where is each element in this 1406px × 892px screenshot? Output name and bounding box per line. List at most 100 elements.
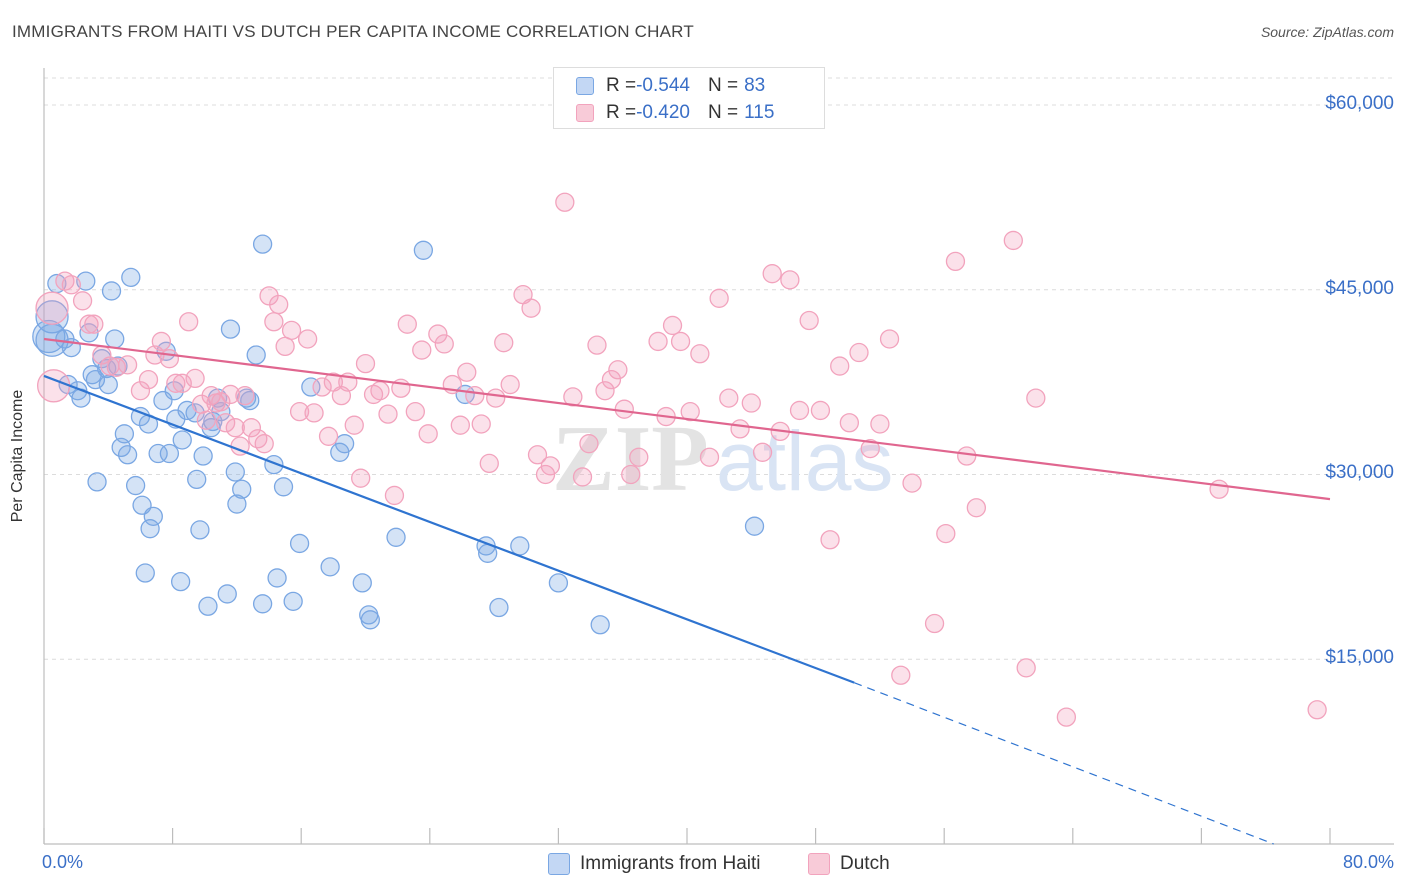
point-dutch <box>709 288 729 308</box>
point-haiti <box>140 519 160 539</box>
point-dutch <box>106 357 126 377</box>
point-dutch <box>36 369 71 403</box>
point-dutch <box>486 388 506 408</box>
point-dutch <box>297 329 318 349</box>
point-haiti <box>320 557 340 577</box>
point-dutch <box>61 275 81 295</box>
point-dutch <box>494 333 514 353</box>
point-dutch <box>312 377 332 397</box>
point-dutch <box>117 355 138 375</box>
point-dutch <box>457 362 477 382</box>
series-name-haiti: Immigrants from Haiti <box>580 853 761 874</box>
point-dutch <box>601 369 622 390</box>
axes <box>43 68 1394 845</box>
point-dutch <box>572 467 593 487</box>
point-dutch <box>355 353 376 374</box>
point-haiti <box>164 381 184 401</box>
point-dutch <box>370 381 390 401</box>
point-dutch <box>304 403 324 423</box>
legend-n-label: N = <box>707 102 739 123</box>
point-dutch <box>719 388 739 408</box>
point-haiti <box>283 591 303 611</box>
trend-line-dutch <box>43 337 1331 501</box>
x-tick-max: 80.0% <box>1342 852 1394 872</box>
correlation-legend: R = -0.544 N = 83 R = -0.420 N = 115 <box>553 67 825 129</box>
point-haiti <box>125 475 146 496</box>
point-dutch <box>924 613 945 634</box>
point-dutch <box>699 447 720 467</box>
point-dutch <box>275 336 295 357</box>
point-dutch <box>741 393 761 413</box>
series-legend-haiti: Immigrants from Haiti <box>548 852 761 876</box>
point-dutch <box>752 442 773 462</box>
point-haiti <box>590 615 610 635</box>
legend-n-value: 83 <box>744 75 766 96</box>
point-haiti <box>159 443 180 464</box>
legend-row-dutch: R = -0.420 N = 115 <box>576 101 774 125</box>
trend-line-haiti <box>43 374 855 684</box>
trend-line-haiti-extension <box>853 682 1274 845</box>
point-dutch <box>849 342 869 363</box>
point-dutch <box>870 414 890 434</box>
point-dutch <box>662 315 683 336</box>
point-dutch <box>151 331 171 352</box>
watermark-atlas: atlas <box>716 414 893 508</box>
point-haiti <box>114 424 135 444</box>
point-dutch <box>318 426 339 446</box>
point-dutch <box>241 418 262 438</box>
legend-row-haiti: R = -0.544 N = 83 <box>576 74 765 98</box>
point-dutch <box>418 424 438 444</box>
point-haiti <box>76 271 96 291</box>
point-haiti <box>101 281 122 301</box>
point-dutch <box>730 419 750 439</box>
point-haiti <box>148 443 168 464</box>
point-dutch <box>351 468 371 488</box>
point-dutch <box>179 312 199 332</box>
point-dutch <box>215 413 236 433</box>
point-dutch <box>1307 700 1327 720</box>
point-dutch <box>780 270 800 290</box>
y-tick-label: $60,000 <box>1325 92 1394 114</box>
point-dutch <box>1209 479 1229 499</box>
point-dutch <box>936 523 956 544</box>
point-haiti <box>273 477 294 497</box>
point-dutch <box>138 369 159 390</box>
point-haiti <box>360 610 380 630</box>
point-haiti <box>246 345 266 365</box>
point-dutch <box>891 665 911 685</box>
point-haiti <box>121 267 141 288</box>
point-haiti <box>217 584 237 604</box>
point-haiti <box>190 520 210 540</box>
point-haiti <box>413 240 434 260</box>
point-dutch <box>527 445 548 465</box>
chart-source: Source: ZipAtlas.com <box>1260 24 1394 40</box>
point-haiti <box>334 434 355 454</box>
x-tick-min: 0.0% <box>42 852 84 872</box>
point-haiti <box>289 533 310 554</box>
point-dutch <box>378 404 398 424</box>
point-dutch <box>579 434 599 454</box>
point-dutch <box>450 415 470 435</box>
point-haiti <box>267 568 287 588</box>
point-dutch <box>289 402 310 422</box>
point-dutch <box>269 294 289 315</box>
point-dutch <box>471 414 491 434</box>
point-dutch <box>1026 388 1046 408</box>
point-haiti <box>548 573 569 593</box>
point-dutch <box>680 402 700 422</box>
point-dutch <box>595 381 615 401</box>
trend-lines <box>43 337 1331 845</box>
grid-lines <box>44 77 1394 660</box>
point-dutch <box>830 356 850 376</box>
legend-swatch-haiti <box>576 77 594 95</box>
point-haiti <box>386 527 406 547</box>
point-dutch <box>614 399 634 419</box>
y-axis-label: Per Capita Income <box>9 389 26 523</box>
series-name-dutch: Dutch <box>840 853 890 874</box>
point-dutch <box>254 434 274 454</box>
point-dutch <box>211 392 231 412</box>
legend-r-value: -0.544 <box>636 75 690 96</box>
point-dutch <box>130 381 151 401</box>
point-dutch <box>235 385 255 406</box>
